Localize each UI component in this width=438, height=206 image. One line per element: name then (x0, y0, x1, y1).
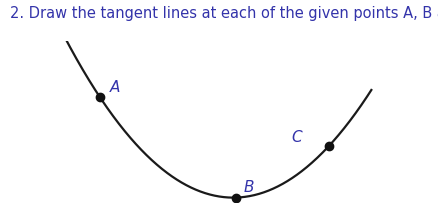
Text: 2. Draw the tangent lines at each of the given points A, B and C.: 2. Draw the tangent lines at each of the… (10, 6, 438, 21)
Text: A: A (110, 80, 120, 95)
Text: C: C (291, 130, 302, 145)
Text: B: B (244, 180, 254, 195)
